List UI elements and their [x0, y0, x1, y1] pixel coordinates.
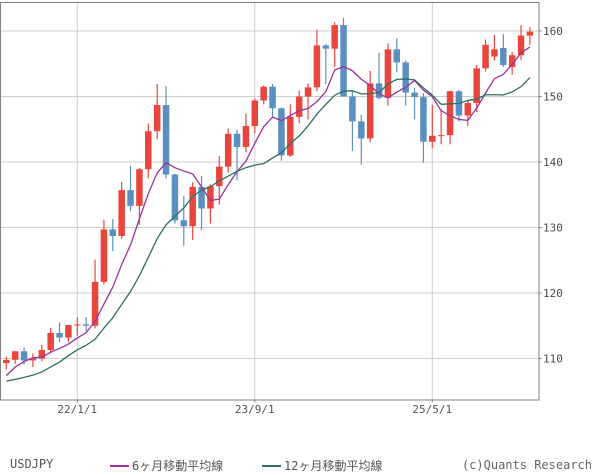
candle-body-2025-07-up [446, 91, 454, 136]
candle-body-2021-10-up [47, 332, 54, 350]
x-axis-label-22-1-1: 22/1/1 [57, 403, 97, 416]
candle-body-2021-12-up [65, 325, 72, 338]
candle-body-2023-11-down [269, 86, 276, 109]
candle-body-2025-03-down [411, 92, 418, 98]
candle-body-2025-01-down [393, 49, 401, 63]
candle-body-2022-07-down [127, 190, 134, 206]
legend-usdjpy-label: USDJPY [10, 457, 54, 471]
plot-border [0, 2, 540, 401]
candle-body-2023-04-up [207, 186, 214, 209]
y-axis-label-130: 130 [543, 222, 563, 235]
candle-body-2021-08-up [29, 358, 37, 361]
legend-ma12-label: 12ヶ月移動平均線 [284, 459, 383, 473]
candle-body-2023-05-up [216, 166, 223, 187]
candle-body-2022-10-up [153, 105, 161, 132]
candle-body-2025-06-up [437, 135, 445, 137]
candle-body-2023-01-down [180, 220, 188, 227]
candle-body-2022-04-up [100, 229, 108, 282]
candle-body-2022-02-down [82, 324, 90, 326]
candle-body-2024-06-up [331, 25, 338, 49]
candle-body-2024-07-down [340, 25, 347, 97]
candle-body-2023-06-up [224, 133, 232, 167]
candle-body-2023-02-up [189, 186, 196, 227]
legend-item-ma6: 6ヶ月移動平均線 [110, 457, 223, 474]
x-axis-label-23-9-1: 23/9/1 [235, 403, 275, 416]
candle-body-2021-09-up [38, 349, 46, 359]
candle-body-2021-05-up [3, 359, 10, 364]
candle-body-2025-11-up [482, 44, 489, 69]
candle-body-2024-09-down [358, 121, 365, 139]
candle-body-2024-04-up [313, 45, 321, 88]
candle-body-2023-07-down [233, 133, 241, 147]
legend-item-ma12: 12ヶ月移動平均線 [262, 457, 382, 474]
ma6-line [5, 46, 531, 377]
candle-body-2024-01-up [287, 116, 294, 156]
ma12-line [6, 77, 531, 382]
candle-body-2024-05-down [322, 45, 330, 49]
candle-body-2025-12-up [491, 49, 498, 57]
candle-body-2026-02-up [508, 55, 516, 68]
candle-body-2022-03-up [91, 281, 99, 326]
candle-body-2024-11-down [375, 83, 383, 98]
y-axis-label-120: 120 [543, 287, 563, 300]
chart-legend: USDJPY 6ヶ月移動平均線 12ヶ月移動平均線 (c)Quants Rese… [0, 456, 600, 474]
ma6-line-swatch [110, 465, 129, 467]
candle-body-2024-10-up [366, 83, 374, 139]
y-axis-label-140: 140 [543, 156, 563, 169]
candle-body-2022-05-down [109, 229, 117, 237]
candle-body-2025-05-up [429, 135, 436, 142]
candle-body-2022-08-up [136, 169, 143, 206]
candle-body-2022-09-up [145, 131, 152, 170]
candle-body-2023-12-down [278, 108, 285, 156]
candle-body-2024-12-up [384, 49, 392, 98]
candle-body-2022-11-down [162, 105, 170, 175]
copyright-text: (c)Quants Research [461, 458, 592, 472]
candle-body-2025-10-up [473, 68, 480, 104]
legend-ma6-label: 6ヶ月移動平均線 [132, 459, 224, 473]
candle-body-2026-04-up [526, 31, 534, 36]
candle-body-2024-03-up [304, 87, 312, 97]
y-axis-label-160: 160 [543, 25, 563, 38]
candle-body-2024-08-down [349, 96, 356, 122]
candle-body-2026-01-down [500, 48, 507, 66]
candle-body-2021-06-up [11, 351, 19, 360]
candle-body-2025-09-up [464, 103, 472, 116]
y-axis-label-150: 150 [543, 91, 563, 104]
ma12-line-swatch [262, 465, 281, 467]
x-axis-label-25-5-1: 25/5/1 [412, 403, 452, 416]
y-axis-label-110: 110 [543, 353, 563, 366]
candle-body-2023-03-down [198, 186, 205, 209]
candle-body-2026-03-up [517, 35, 525, 56]
candle-body-2022-12-down [171, 174, 179, 221]
candle-body-2025-04-down [420, 97, 427, 142]
candle-body-2021-11-down [56, 332, 63, 338]
candle-body-2025-02-down [402, 62, 409, 93]
candle-body-2023-10-up [260, 86, 267, 101]
candle-body-2023-09-up [251, 100, 259, 126]
candle-body-2021-07-down [20, 351, 28, 361]
candle-body-2024-02-up [295, 96, 303, 117]
candle-body-2022-01-up [74, 324, 81, 326]
candle-body-2023-08-up [242, 125, 250, 147]
candle-body-2022-06-up [118, 190, 125, 237]
